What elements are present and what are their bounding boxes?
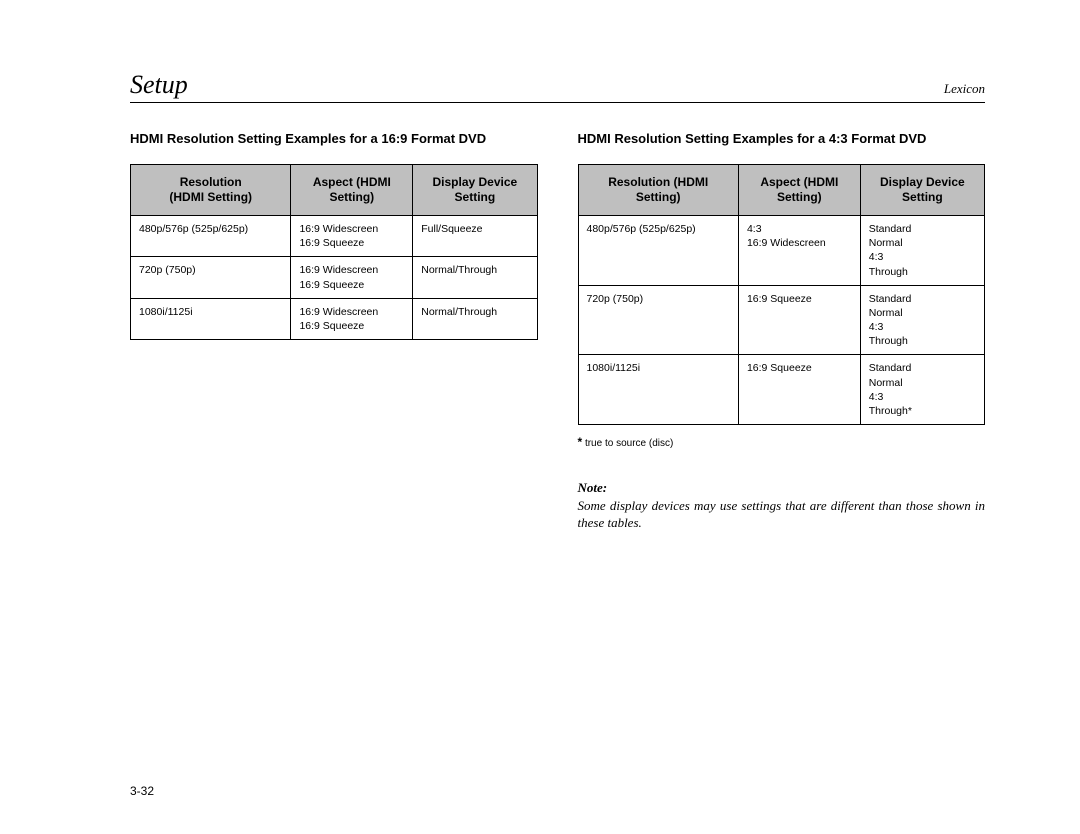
- left-table-caption: HDMI Resolution Setting Examples for a 1…: [130, 131, 538, 146]
- cell-aspect: 16:9 Widescreen 16:9 Squeeze: [291, 216, 413, 257]
- cell-display: Standard Normal 4:3 Through*: [860, 355, 984, 425]
- cell-display: Standard Normal 4:3 Through: [860, 285, 984, 355]
- col-header-aspect: Aspect (HDMI Setting): [291, 165, 413, 216]
- cell-resolution: 1080i/1125i: [131, 298, 291, 339]
- left-table: Resolution (HDMI Setting) Aspect (HDMI S…: [130, 164, 538, 340]
- col-header-display: Display Device Setting: [860, 165, 984, 216]
- cell-display: Normal/Through: [413, 257, 537, 298]
- page-header: Setup Lexicon: [130, 70, 985, 103]
- col-header-aspect: Aspect (HDMI Setting): [738, 165, 860, 216]
- table-header-row: Resolution (HDMI Setting) Aspect (HDMI S…: [131, 165, 538, 216]
- cell-resolution: 480p/576p (525p/625p): [131, 216, 291, 257]
- footnote-text: true to source (disc): [582, 438, 673, 449]
- table-row: 720p (750p) 16:9 Squeeze Standard Normal…: [578, 285, 985, 355]
- cell-resolution: 480p/576p (525p/625p): [578, 216, 738, 286]
- right-table-caption: HDMI Resolution Setting Examples for a 4…: [578, 131, 986, 146]
- cell-display: Full/Squeeze: [413, 216, 537, 257]
- cell-aspect: 16:9 Squeeze: [738, 355, 860, 425]
- note-body: Some display devices may use settings th…: [578, 497, 986, 532]
- table-row: 480p/576p (525p/625p) 4:3 16:9 Widescree…: [578, 216, 985, 286]
- right-column: HDMI Resolution Setting Examples for a 4…: [578, 131, 986, 532]
- col-header-resolution: Resolution (HDMI Setting): [578, 165, 738, 216]
- brand-label: Lexicon: [944, 81, 985, 97]
- cell-aspect: 4:3 16:9 Widescreen: [738, 216, 860, 286]
- cell-aspect: 16:9 Widescreen 16:9 Squeeze: [291, 298, 413, 339]
- cell-resolution: 1080i/1125i: [578, 355, 738, 425]
- col-header-display: Display Device Setting: [413, 165, 537, 216]
- table-row: 480p/576p (525p/625p) 16:9 Widescreen 16…: [131, 216, 538, 257]
- page-title: Setup: [130, 70, 188, 100]
- table-row: 1080i/1125i 16:9 Widescreen 16:9 Squeeze…: [131, 298, 538, 339]
- note-label: Note:: [578, 479, 986, 497]
- cell-aspect: 16:9 Squeeze: [738, 285, 860, 355]
- cell-aspect: 16:9 Widescreen 16:9 Squeeze: [291, 257, 413, 298]
- left-column: HDMI Resolution Setting Examples for a 1…: [130, 131, 538, 532]
- cell-display: Standard Normal 4:3 Through: [860, 216, 984, 286]
- right-table: Resolution (HDMI Setting) Aspect (HDMI S…: [578, 164, 986, 425]
- col-header-resolution: Resolution (HDMI Setting): [131, 165, 291, 216]
- page-number: 3-32: [130, 784, 154, 798]
- table-row: 720p (750p) 16:9 Widescreen 16:9 Squeeze…: [131, 257, 538, 298]
- content-columns: HDMI Resolution Setting Examples for a 1…: [130, 131, 985, 532]
- note-block: Note: Some display devices may use setti…: [578, 479, 986, 532]
- footnote: * true to source (disc): [578, 435, 986, 449]
- table-row: 1080i/1125i 16:9 Squeeze Standard Normal…: [578, 355, 985, 425]
- table-header-row: Resolution (HDMI Setting) Aspect (HDMI S…: [578, 165, 985, 216]
- cell-display: Normal/Through: [413, 298, 537, 339]
- cell-resolution: 720p (750p): [578, 285, 738, 355]
- cell-resolution: 720p (750p): [131, 257, 291, 298]
